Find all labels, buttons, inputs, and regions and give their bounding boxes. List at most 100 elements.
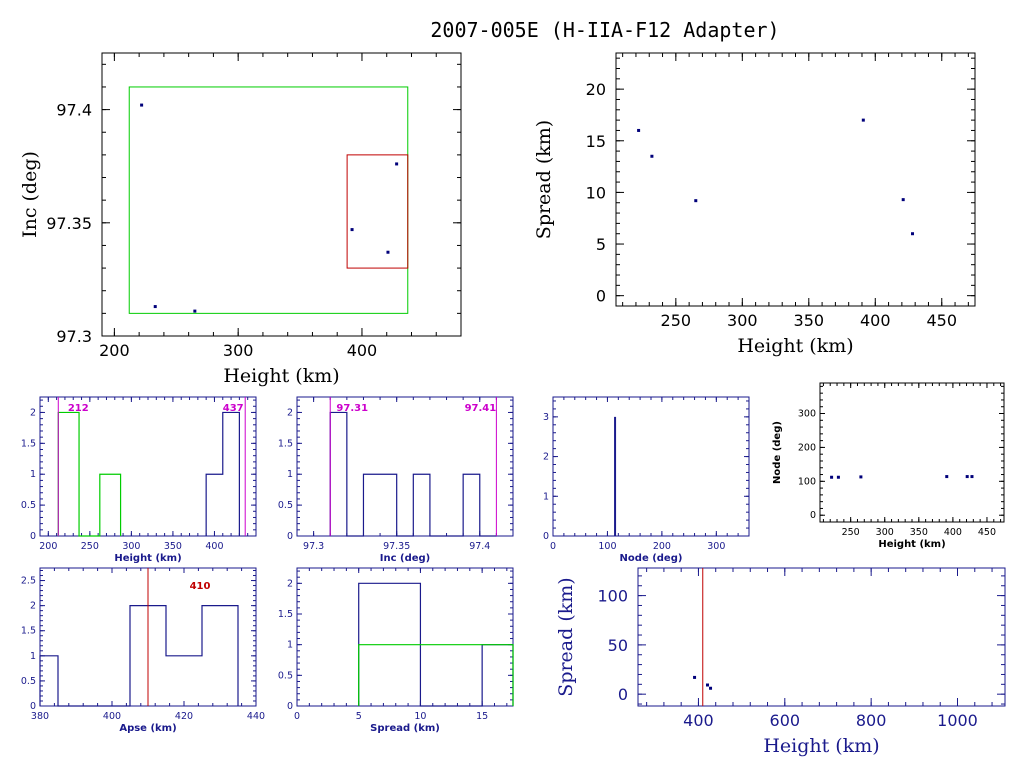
- data-point: [193, 309, 197, 313]
- histogram-blue: [39, 605, 239, 707]
- plot-frame: [615, 52, 976, 307]
- x-tick-label: 800: [856, 711, 887, 730]
- x-axis-label: Apse (km): [119, 723, 176, 734]
- x-tick-label: 380: [31, 711, 49, 722]
- x-axis-label: Height (km): [114, 553, 181, 564]
- y-tick-label: 1: [543, 491, 549, 502]
- data-point: [861, 118, 865, 122]
- data-point: [970, 475, 974, 479]
- data-point: [637, 128, 641, 132]
- x-tick-label: 300: [876, 527, 894, 538]
- data-point: [830, 475, 834, 479]
- data-point: [350, 228, 354, 232]
- y-tick-label: 1: [30, 651, 36, 662]
- x-tick-label: 250: [842, 527, 860, 538]
- red-box: [346, 154, 409, 269]
- x-tick-label: 300: [122, 541, 140, 552]
- y-tick-label: 20: [586, 80, 606, 99]
- chart-spread-vs-height-wide: 400 600 800 1000 0 50 100 Height (km) Spread (km…: [555, 567, 1006, 757]
- plot-frame: [819, 382, 1005, 523]
- x-tick-label: 10: [414, 711, 426, 722]
- green-box: [128, 86, 409, 314]
- y-tick-label: 1.5: [21, 626, 36, 637]
- plot-frame: [296, 567, 514, 707]
- x-tick-label: 400: [103, 711, 121, 722]
- x-axis-label: Height (km): [763, 735, 879, 757]
- plot-frame: [552, 396, 750, 537]
- histogram-green: [57, 411, 122, 537]
- y-tick-label: 2: [287, 578, 293, 589]
- y-tick-label: 0: [287, 531, 293, 542]
- data-point: [140, 103, 144, 107]
- data-point: [693, 675, 697, 679]
- x-tick-label: 1000: [937, 711, 978, 730]
- x-tick-label: 200: [653, 541, 671, 552]
- y-tick-label: 1: [287, 469, 293, 480]
- y-axis-label: Spread (km): [533, 120, 555, 239]
- plot-frame: [39, 396, 257, 537]
- y-tick-label: 2: [543, 452, 549, 463]
- y-tick-label: 0.5: [21, 676, 36, 687]
- y-tick-label: 1: [287, 640, 293, 651]
- x-tick-label: 450: [926, 311, 957, 330]
- x-tick-label: 400: [860, 311, 891, 330]
- data-point: [911, 232, 915, 236]
- data-point: [859, 475, 863, 479]
- x-tick-label: 450: [978, 527, 996, 538]
- x-tick-label: 350: [164, 541, 182, 552]
- histogram-green: [358, 644, 514, 706]
- x-tick-label: 97.4: [469, 541, 490, 552]
- y-tick-label: 2: [287, 407, 293, 418]
- y-tick-label: 100: [798, 476, 816, 487]
- y-axis-label: Node (deg): [772, 421, 783, 484]
- y-tick-label: 2.5: [21, 576, 36, 587]
- limit-label: 97.41: [465, 403, 497, 414]
- x-tick-label: 420: [175, 711, 193, 722]
- y-tick-label: 0.5: [278, 500, 293, 511]
- chart-height-hist: 200 250 300 350 400 0 0.5 1 1.5 2 Height (km) 212 43…: [21, 396, 257, 564]
- y-tick-label: 0: [543, 531, 549, 542]
- chart-inc-hist: 97.3 97.35 97.4 0 0.5 1 1.5 2 Inc (deg) 97.31 97.4…: [278, 396, 514, 564]
- y-tick-label: 0: [30, 701, 36, 712]
- x-tick-label: 97.3: [303, 541, 324, 552]
- x-tick-label: 200: [99, 341, 130, 360]
- x-tick-label: 300: [707, 541, 725, 552]
- data-point: [153, 305, 157, 309]
- x-axis-label: Height (km): [223, 365, 339, 387]
- x-tick-label: 100: [598, 541, 616, 552]
- y-tick-label: 50: [608, 636, 628, 655]
- x-tick-label: 400: [347, 341, 378, 360]
- y-tick-label: 5: [596, 235, 606, 254]
- chart-inc-vs-height: 200 300 400 97.3 97.35 97.4 Height (km) Inc (de…: [19, 52, 462, 387]
- x-tick-label: 0: [294, 711, 300, 722]
- data-point: [965, 475, 969, 479]
- data-point: [901, 198, 905, 202]
- y-tick-label: 1: [30, 469, 36, 480]
- y-tick-label: 1.5: [21, 438, 36, 449]
- histogram-blue: [205, 411, 240, 536]
- x-tick-label: 97.35: [383, 541, 410, 552]
- data-point: [706, 683, 710, 687]
- x-tick-label: 600: [770, 711, 801, 730]
- histogram-blue: [329, 411, 497, 537]
- x-tick-label: 400: [944, 527, 962, 538]
- y-tick-label: 1.5: [278, 609, 293, 620]
- x-tick-label: 15: [476, 711, 488, 722]
- chart-apse-hist: 380 400 420 440 0 0.5 1 1.5 2 2.5 Apse (km) 410: [21, 567, 265, 734]
- chart-node-hist: 0 100 200 300 0 1 2 3 Node (deg): [543, 396, 750, 564]
- data-point: [386, 250, 390, 254]
- y-tick-label: 10: [586, 183, 606, 202]
- x-tick-label: 0: [550, 541, 556, 552]
- apse-label: 410: [190, 581, 211, 592]
- y-tick-label: 300: [798, 409, 816, 420]
- x-tick-label: 350: [794, 311, 825, 330]
- y-tick-label: 97.3: [56, 327, 92, 346]
- x-tick-label: 200: [39, 541, 57, 552]
- y-tick-label: 0.5: [21, 500, 36, 511]
- y-axis-label: Inc (deg): [19, 151, 41, 238]
- y-tick-label: 0: [618, 685, 628, 704]
- data-point: [709, 686, 713, 690]
- y-tick-label: 2: [30, 601, 36, 612]
